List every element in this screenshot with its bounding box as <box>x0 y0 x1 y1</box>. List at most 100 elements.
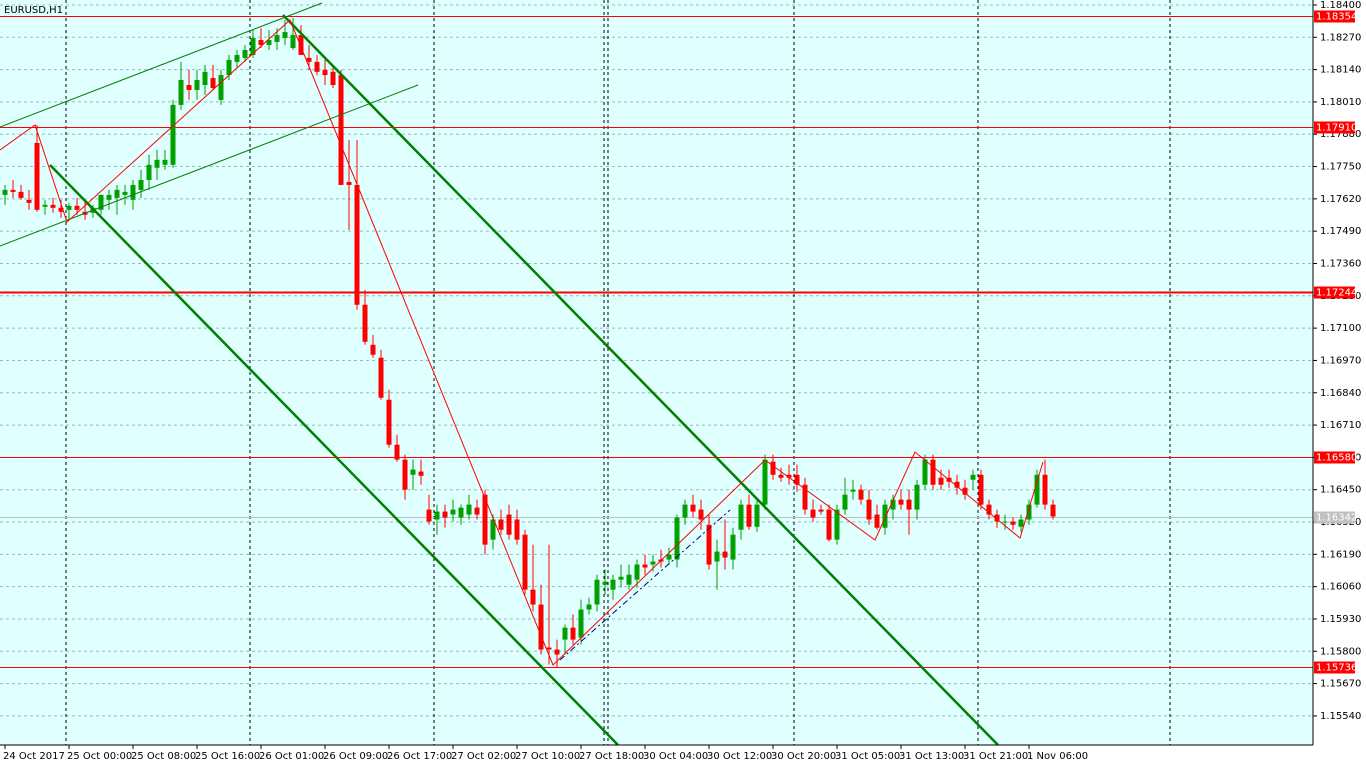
candle-body <box>714 551 720 562</box>
candle-body <box>890 499 896 510</box>
candle-body <box>770 461 776 475</box>
candle-body <box>594 579 600 605</box>
candle-body <box>418 471 424 476</box>
axis-labels: 1.18400 1.18270 1.18140 1.18010 1.17880 1.177… <box>3 0 1361 762</box>
x-tick-label: 26 Oct 09:00 <box>323 751 388 762</box>
y-tick-label: 1.16840 <box>1320 388 1361 399</box>
y-tick-label: 1.15930 <box>1320 614 1361 625</box>
candle-body <box>938 477 944 485</box>
level-label: 1.17244 <box>1316 288 1357 299</box>
y-tick-label: 1.17750 <box>1320 162 1361 173</box>
candle-body <box>322 69 328 76</box>
candle-body <box>778 474 784 478</box>
candle-body <box>730 534 736 560</box>
candle-body <box>970 474 976 480</box>
candle-body <box>1034 474 1040 505</box>
candle-body <box>274 35 280 43</box>
x-tick-label: 30 Oct 12:00 <box>707 751 772 762</box>
candle-body <box>994 514 1000 522</box>
x-tick-label: 27 Oct 18:00 <box>579 751 644 762</box>
candle-body <box>522 534 528 590</box>
x-tick-label: 25 Oct 16:00 <box>195 751 260 762</box>
x-tick-label: 26 Oct 17:00 <box>387 751 452 762</box>
candle-body <box>674 517 680 560</box>
candle-body <box>266 40 272 45</box>
candles <box>2 17 1056 668</box>
level-tag <box>1314 451 1355 464</box>
candle-body <box>690 504 696 512</box>
drawings <box>0 2 1044 746</box>
candle-body <box>378 357 384 398</box>
y-tick-label: 1.16060 <box>1320 582 1361 593</box>
candle-body <box>978 474 984 505</box>
candle-body <box>626 574 632 585</box>
level-label: 1.15736 <box>1316 663 1357 674</box>
level-label: 1.17910 <box>1316 123 1357 134</box>
candle-body <box>298 35 304 55</box>
candle-body <box>354 184 360 305</box>
candle-body <box>74 205 80 210</box>
candle-body <box>1042 474 1048 505</box>
candle-body <box>210 78 216 88</box>
candle-body <box>834 509 840 540</box>
candle-body <box>1026 504 1032 520</box>
candle-body <box>66 205 72 210</box>
candle-body <box>986 504 992 515</box>
candle-body <box>2 189 8 195</box>
candle-body <box>178 80 184 105</box>
candle-body <box>514 519 520 540</box>
candle-body <box>1010 521 1016 525</box>
candle-body <box>842 494 848 510</box>
candle-body <box>34 142 40 210</box>
y-tick-label: 1.18010 <box>1320 97 1361 108</box>
axis-panel <box>0 745 1366 768</box>
candle-body <box>362 304 368 342</box>
y-tick-label: 1.15800 <box>1320 646 1361 657</box>
candle-body <box>386 399 392 445</box>
x-tick-label: 31 Oct 13:00 <box>899 751 964 762</box>
candle-body <box>1050 504 1056 517</box>
candle-body <box>290 35 296 48</box>
candle-body <box>650 561 656 565</box>
candle-body <box>458 507 464 518</box>
candle-body <box>610 579 616 590</box>
candle-body <box>250 38 256 55</box>
candle-body <box>530 589 536 605</box>
candle-body <box>162 159 168 165</box>
candle-body <box>962 487 968 495</box>
candle-body <box>50 204 56 208</box>
candle-body <box>506 514 512 535</box>
level-tag <box>1314 286 1355 299</box>
candle-body <box>794 474 800 485</box>
candle-body <box>930 459 936 485</box>
candle-body <box>442 511 448 518</box>
x-tick-label: 26 Oct 01:00 <box>259 751 324 762</box>
level-tag <box>1314 661 1355 674</box>
candle-body <box>666 554 672 560</box>
candle-body <box>746 504 752 527</box>
candle-body <box>130 184 136 200</box>
candle-body <box>802 484 808 510</box>
candle-body <box>570 627 576 640</box>
x-tick-label: 24 Oct 2017 <box>3 751 65 762</box>
x-tick-label: 1 Nov 06:00 <box>1027 751 1088 762</box>
candle-body <box>538 604 544 650</box>
candle-body <box>754 504 760 527</box>
candle-body <box>762 459 768 505</box>
candle-body <box>202 71 208 86</box>
level-label: 1.18354 <box>1316 12 1357 23</box>
candle-body <box>634 564 640 580</box>
candle-body <box>314 61 320 72</box>
level-tag <box>1314 121 1355 134</box>
candle-body <box>1018 519 1024 527</box>
candle-body <box>242 49 248 58</box>
candle-body <box>1002 521 1008 523</box>
candle-body <box>450 509 456 515</box>
x-tick-label: 25 Oct 00:00 <box>67 751 132 762</box>
candle-body <box>138 179 144 190</box>
candle-body <box>850 489 856 492</box>
candle-body <box>122 191 128 195</box>
y-tick-label: 1.17360 <box>1320 258 1361 269</box>
candle-body <box>914 484 920 510</box>
